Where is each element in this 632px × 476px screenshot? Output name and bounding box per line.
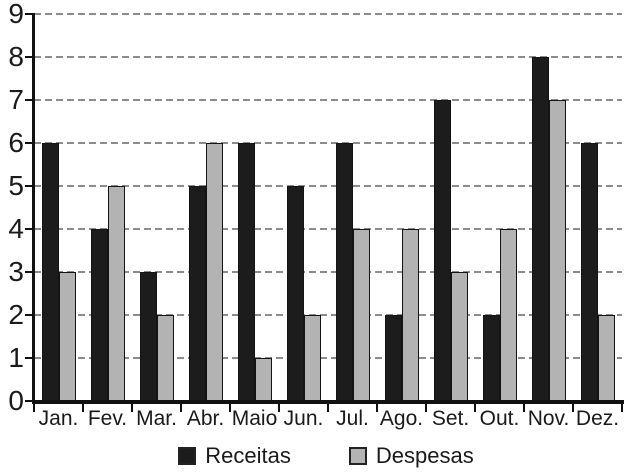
x-tick-8 [425,404,427,412]
bar-despesas-nov [548,100,566,401]
x-tick-1 [82,404,84,412]
x-tick-label-maio: Maio [231,407,278,430]
despesas-swatch-icon [348,447,367,465]
legend-label-receitas: Receitas [205,443,291,468]
y-tick-6 [25,142,34,144]
receitas-swatch-icon [178,447,197,465]
x-tick-label-jan: Jan. [38,407,79,430]
bar-despesas-jul [352,229,370,401]
y-tick-label-1: 1 [8,342,24,373]
y-tick-label-6: 6 [8,127,24,158]
bar-despesas-jan [58,272,76,401]
x-tick-label-fev: Fev. [87,407,128,430]
bar-receitas-out [482,315,500,401]
bar-receitas-abr [188,186,206,401]
x-tick-11 [572,404,574,412]
gridline-y-3 [34,271,622,273]
y-axis-line [32,13,35,404]
x-tick-5 [278,404,280,412]
gridline-y-6 [34,142,622,144]
bar-receitas-ago [384,315,402,401]
y-tick-label-9: 9 [8,0,24,29]
y-tick-9 [25,13,34,15]
x-tick-0 [33,404,35,412]
gridline-y-4 [34,228,622,230]
plot-area [34,13,622,401]
y-tick-label-7: 7 [8,84,24,115]
bar-despesas-jun [303,315,321,401]
bar-receitas-mar [139,272,157,401]
x-tick-label-ago: Ago. [379,407,424,430]
bar-despesas-abr [205,143,223,401]
y-tick-1 [25,357,34,359]
bar-receitas-nov [531,57,549,401]
y-tick-label-3: 3 [8,256,24,287]
gridline-y-2 [34,314,622,316]
bar-receitas-maio [237,143,255,401]
x-tick-4 [229,404,231,412]
y-tick-8 [25,56,34,58]
gridline-y-5 [34,185,622,187]
bar-despesas-fev [107,186,125,401]
x-tick-label-set: Set. [431,407,470,430]
y-tick-3 [25,271,34,273]
gridline-y-1 [34,357,622,359]
bar-despesas-mar [156,315,174,401]
x-tick-label-mar: Mar. [136,407,177,430]
y-tick-label-2: 2 [8,299,24,330]
bar-receitas-set [433,100,451,401]
x-tick-12 [621,404,623,412]
y-tick-7 [25,99,34,101]
bar-receitas-jun [286,186,304,401]
x-tick-label-out: Out. [479,407,520,430]
y-tick-label-4: 4 [8,213,24,244]
y-tick-label-8: 8 [8,41,24,72]
x-tick-label-abr: Abr. [186,407,225,430]
x-tick-10 [523,404,525,412]
x-tick-2 [131,404,133,412]
x-tick-9 [474,404,476,412]
bar-receitas-dez [580,143,598,401]
y-tick-label-0: 0 [8,385,24,416]
y-tick-5 [25,185,34,187]
x-tick-label-jun: Jun. [283,407,324,430]
gridline-y-9 [34,13,622,15]
x-tick-3 [180,404,182,412]
bar-receitas-jul [335,143,353,401]
y-tick-label-5: 5 [8,170,24,201]
legend-label-despesas: Despesas [375,443,474,468]
bar-despesas-dez [597,315,615,401]
gridline-y-8 [34,56,622,58]
legend: Receitas Despesas [0,443,632,469]
legend-item-receitas: Receitas [178,443,291,469]
x-axis-line [32,400,624,404]
x-tick-label-jul: Jul. [336,407,369,430]
bar-despesas-maio [254,358,272,401]
x-tick-7 [376,404,378,412]
y-tick-2 [25,314,34,316]
bar-receitas-fev [90,229,108,401]
bar-receitas-jan [41,143,59,401]
bar-despesas-set [450,272,468,401]
x-tick-label-dez: Dez. [575,407,620,430]
bar-despesas-ago [401,229,419,401]
x-tick-label-nov: Nov. [527,407,570,430]
gridline-y-7 [34,99,622,101]
y-tick-0 [25,400,34,402]
x-tick-6 [327,404,329,412]
y-tick-4 [25,228,34,230]
legend-item-despesas: Despesas [348,443,474,469]
bar-despesas-out [499,229,517,401]
